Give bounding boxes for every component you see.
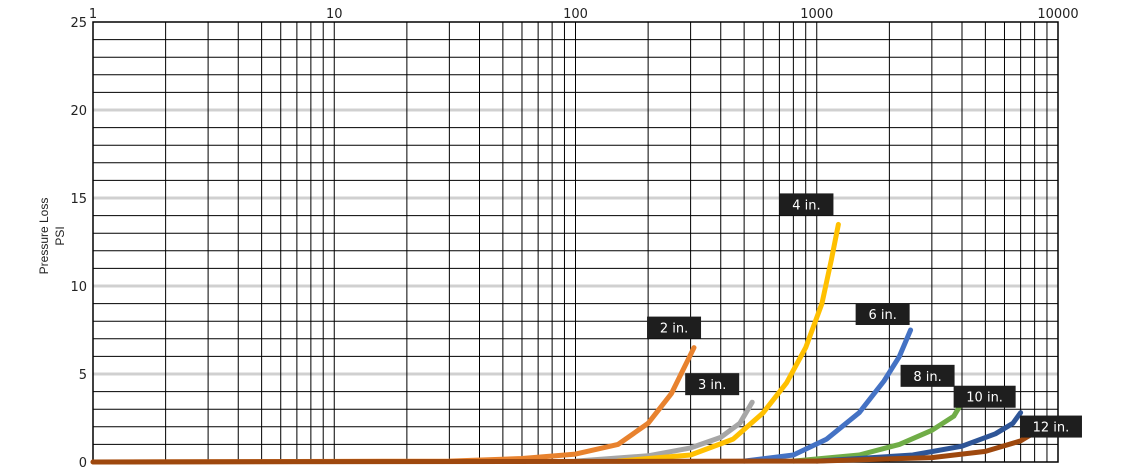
x-tick-label: 1 bbox=[89, 7, 97, 22]
x-tick-label: 10000 bbox=[1037, 7, 1078, 22]
series-label-7: 12 in. bbox=[1019, 415, 1082, 438]
y-tick-label: 25 bbox=[70, 16, 87, 31]
series-lines bbox=[90, 221, 1044, 465]
y-axis-ticks: 0 5 10 15 20 25 bbox=[70, 16, 87, 468]
label-text: 10 in. bbox=[966, 391, 1003, 406]
y-axis-label: Pressure Loss PSI bbox=[37, 198, 67, 275]
series-label-5: 8 in. bbox=[900, 364, 955, 387]
series-line-3 bbox=[615, 221, 841, 464]
series-line-5 bbox=[790, 387, 973, 464]
label-text: 8 in. bbox=[913, 370, 941, 385]
y-tick-label: 10 bbox=[70, 280, 87, 295]
series-line-2 bbox=[573, 399, 755, 464]
y-tick-label: 5 bbox=[79, 368, 87, 383]
series-labels: 2 in. 3 in. 4 in. 6 in. 8 in. 10 in. 12 in. bbox=[647, 193, 1082, 438]
label-box bbox=[1019, 415, 1082, 438]
label-text: 6 in. bbox=[868, 308, 896, 323]
x-tick-label: 10 bbox=[326, 7, 343, 22]
y-tick-label: 15 bbox=[70, 192, 87, 207]
series-label-2: 3 in. bbox=[685, 373, 740, 396]
series-line-6 bbox=[814, 410, 1024, 464]
series-line-7 bbox=[90, 426, 1044, 465]
grid bbox=[92, 21, 1059, 463]
x-tick-label: 1000 bbox=[800, 7, 833, 22]
label-box bbox=[953, 385, 1016, 408]
label-box bbox=[647, 316, 702, 339]
series-label-6: 10 in. bbox=[953, 385, 1016, 408]
series-label-1: 2 in. bbox=[647, 316, 702, 339]
y-axis-label-line-2: PSI bbox=[53, 226, 67, 245]
x-axis-ticks: 1 10 100 1000 10000 bbox=[89, 7, 1079, 22]
series-label-3: 4 in. bbox=[779, 193, 834, 216]
label-text: 12 in. bbox=[1033, 421, 1070, 436]
y-axis-label-line-1: Pressure Loss bbox=[37, 198, 51, 275]
series-label-4: 6 in. bbox=[855, 303, 910, 325]
label-text: 4 in. bbox=[792, 198, 820, 213]
label-box bbox=[900, 364, 955, 387]
x-tick-label: 100 bbox=[563, 7, 588, 22]
label-text: 2 in. bbox=[660, 322, 688, 337]
label-box bbox=[855, 303, 910, 325]
y-tick-label: 0 bbox=[79, 456, 87, 468]
series-line-4 bbox=[741, 327, 914, 464]
label-box bbox=[779, 193, 834, 216]
label-box bbox=[685, 373, 740, 396]
label-text: 3 in. bbox=[698, 378, 726, 393]
y-tick-label: 20 bbox=[70, 104, 87, 119]
